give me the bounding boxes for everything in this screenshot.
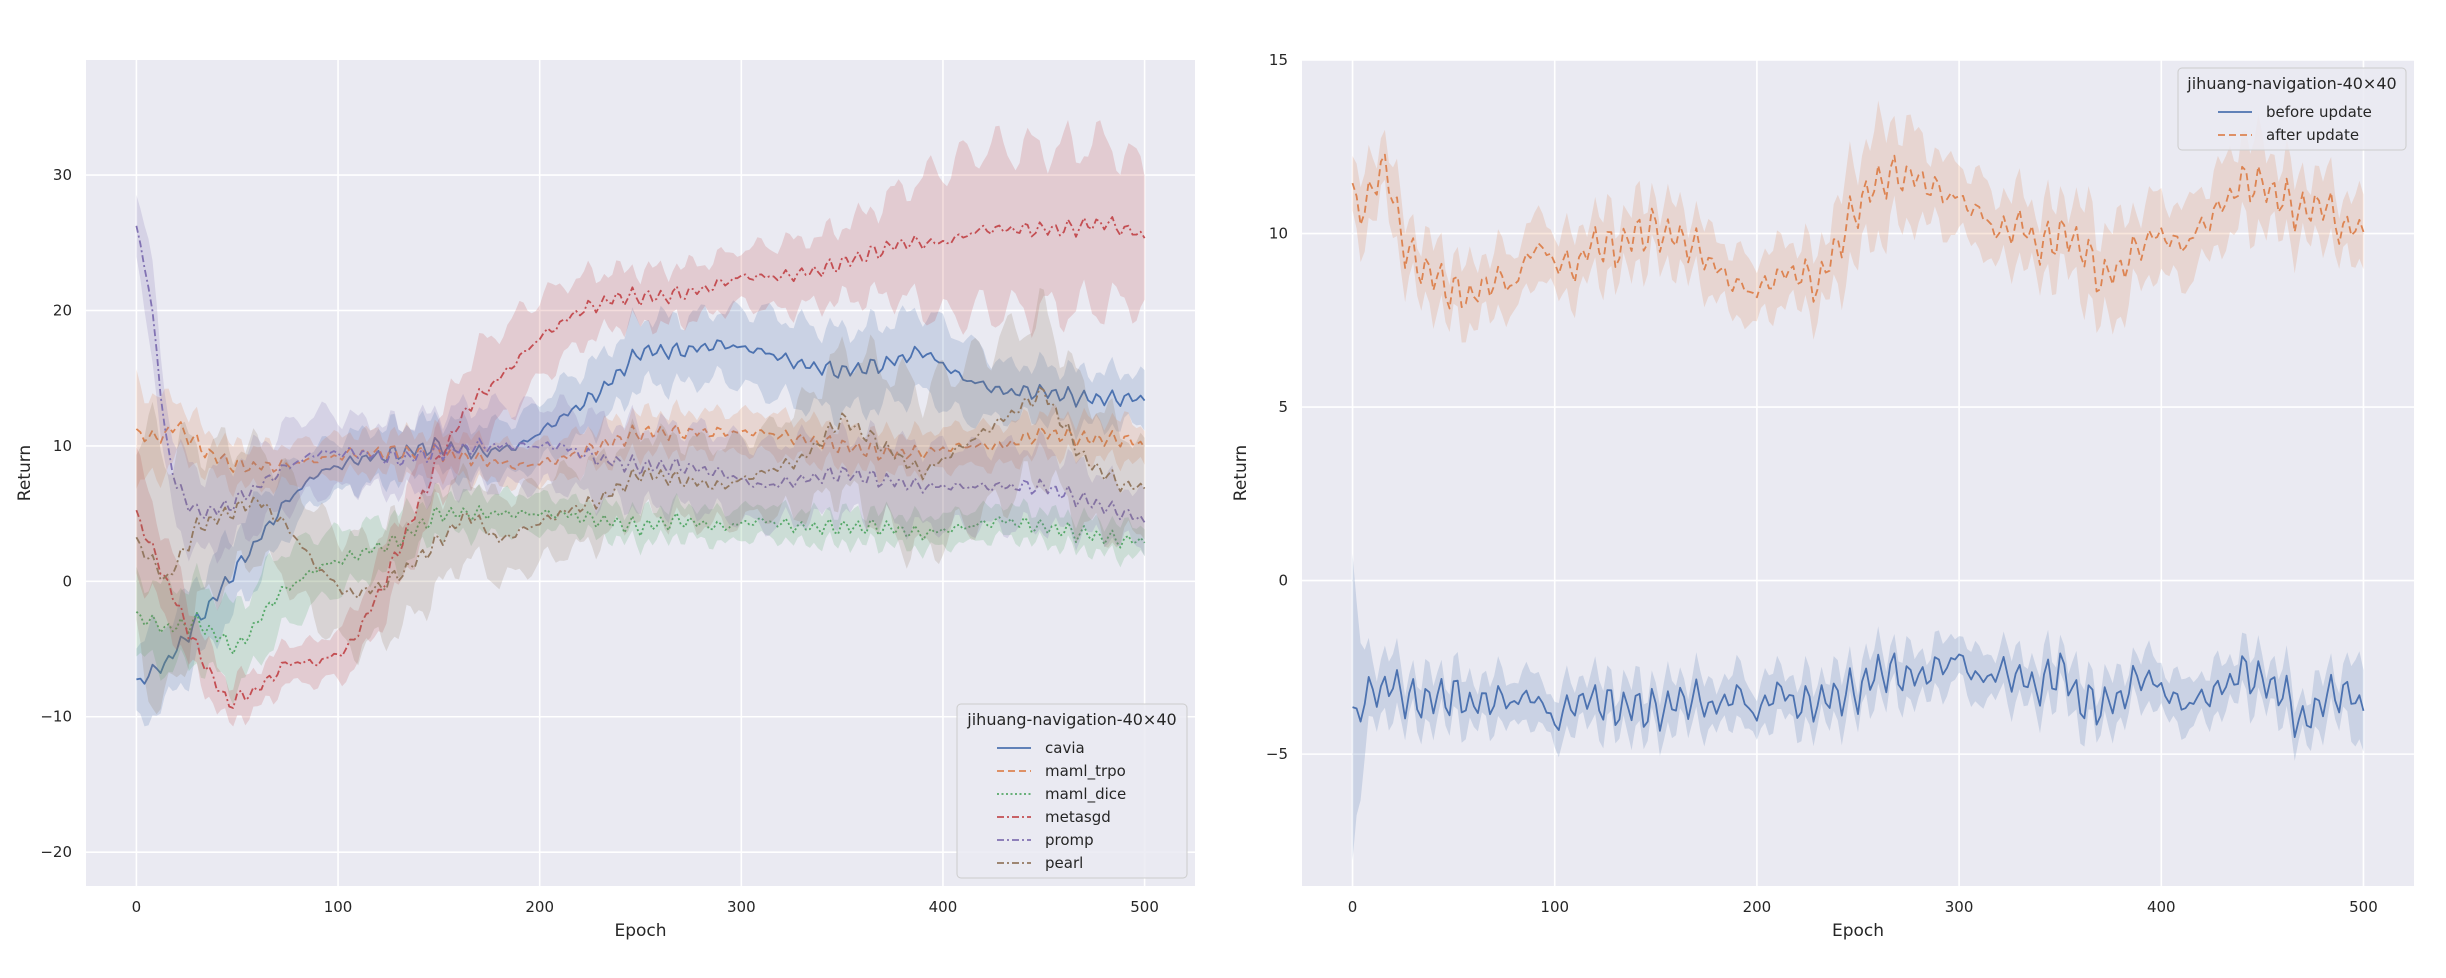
confidence-band-cavia xyxy=(136,300,1145,727)
series-line-metasgd xyxy=(135,216,1146,709)
y-tick-label: 0 xyxy=(1278,572,1288,590)
confidence-band-maml_dice xyxy=(136,482,1145,705)
y-tick-label: 30 xyxy=(53,166,72,184)
legend-label-maml_trpo: maml_trpo xyxy=(1045,762,1126,781)
series-group xyxy=(135,120,1146,727)
series-line-pearl xyxy=(135,386,1146,599)
series-line-promp xyxy=(135,225,1146,523)
legend-label-before-update: before update xyxy=(2266,103,2372,121)
confidence-band-metasgd xyxy=(136,120,1145,727)
legend-label-pearl: pearl xyxy=(1045,854,1083,872)
legend-label-cavia: cavia xyxy=(1045,739,1085,757)
y-tick-label: 10 xyxy=(53,437,72,455)
chart-panel-1: 0 100 200 300 400 500 −20 −10 0 10 20 30 Epoch Return… xyxy=(15,60,1195,941)
legend-box xyxy=(2177,67,2407,151)
chart-panel-2: 0 100 200 300 400 500 −5 0 5 10 15 Epoch Return jihua… xyxy=(1231,51,2414,941)
series-line-maml_trpo xyxy=(135,421,1146,473)
x-tick-label: 400 xyxy=(2147,898,2176,916)
series-line-before-update xyxy=(1352,652,2365,738)
legend-label-promp: promp xyxy=(1045,831,1094,849)
y-tick-label: 0 xyxy=(62,572,72,590)
x-tick-label: 200 xyxy=(1743,898,1772,916)
y-axis-label: Return xyxy=(15,445,35,501)
confidence-band-promp xyxy=(136,194,1145,564)
x-tick-label: 200 xyxy=(525,898,554,916)
x-tick-label: 400 xyxy=(929,898,958,916)
x-tick-label: 500 xyxy=(2349,898,2378,916)
legend-label-maml_dice: maml_dice xyxy=(1045,785,1126,804)
x-tick-label: 0 xyxy=(132,898,142,916)
y-tick-label: −10 xyxy=(40,708,72,726)
confidence-band-after-update xyxy=(1352,100,2364,343)
x-tick-label: 500 xyxy=(1130,898,1159,916)
legend-title: jihuang-navigation-40×40 xyxy=(2186,74,2396,93)
legend-label-metasgd: metasgd xyxy=(1045,808,1111,826)
legend: jihuang-navigation-40×40 cavia maml_trpoma… xyxy=(956,703,1188,879)
y-tick-label: 5 xyxy=(1278,398,1288,416)
confidence-band-pearl xyxy=(136,288,1145,715)
x-tick-label: 100 xyxy=(1540,898,1569,916)
legend: jihuang-navigation-40×40 before update aft… xyxy=(2177,67,2407,151)
series-line-cavia xyxy=(136,339,1146,685)
y-tick-label: −20 xyxy=(40,843,72,861)
plot-area xyxy=(1302,60,2414,886)
x-tick-label: 300 xyxy=(1945,898,1974,916)
legend-title: jihuang-navigation-40×40 xyxy=(966,710,1176,729)
confidence-band-maml_trpo xyxy=(136,369,1145,498)
y-tick-label: −5 xyxy=(1266,745,1288,763)
series-line-after-update xyxy=(1351,153,2365,310)
x-axis-label: Epoch xyxy=(1832,921,1884,941)
y-tick-label: 15 xyxy=(1269,51,1288,69)
x-tick-label: 300 xyxy=(727,898,756,916)
y-axis-label: Return xyxy=(1231,445,1251,501)
x-tick-label: 0 xyxy=(1348,898,1358,916)
legend-label-after-update: after update xyxy=(2266,126,2359,144)
y-tick-label: 20 xyxy=(53,302,72,320)
x-axis-label: Epoch xyxy=(614,921,666,941)
y-tick-label: 10 xyxy=(1269,225,1288,243)
x-tick-label: 100 xyxy=(324,898,353,916)
series-group xyxy=(1351,100,2365,861)
